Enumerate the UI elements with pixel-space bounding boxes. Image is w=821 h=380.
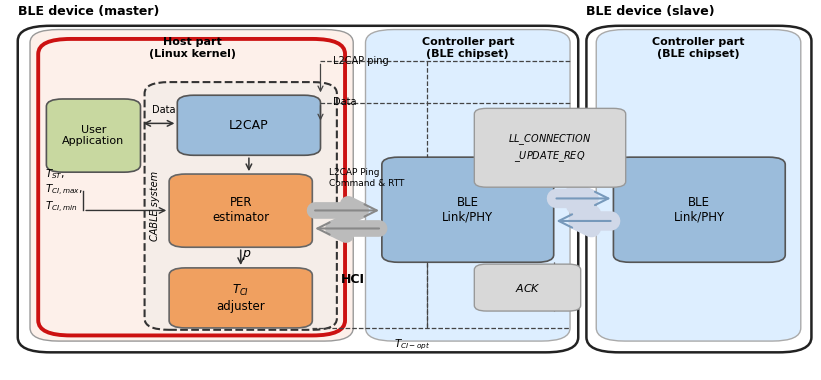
FancyBboxPatch shape	[169, 174, 312, 247]
FancyBboxPatch shape	[18, 26, 578, 352]
Text: BLE device (master): BLE device (master)	[18, 5, 159, 17]
FancyBboxPatch shape	[47, 99, 140, 172]
Text: BLE device (slave): BLE device (slave)	[586, 5, 715, 17]
FancyBboxPatch shape	[613, 157, 785, 262]
FancyBboxPatch shape	[596, 30, 800, 341]
Text: $T_{CI-opt}$: $T_{CI-opt}$	[394, 338, 431, 352]
Text: CABLE system: CABLE system	[150, 171, 160, 241]
Text: L2CAP Ping
Command & RTT: L2CAP Ping Command & RTT	[328, 168, 404, 187]
FancyBboxPatch shape	[365, 30, 570, 341]
FancyBboxPatch shape	[30, 30, 353, 341]
Text: HCI: HCI	[342, 272, 365, 286]
FancyBboxPatch shape	[475, 108, 626, 187]
Text: L2CAP ping: L2CAP ping	[333, 57, 388, 66]
Text: $ACK$: $ACK$	[515, 282, 540, 294]
FancyBboxPatch shape	[169, 268, 312, 328]
Text: $p$: $p$	[242, 249, 251, 263]
Text: PER
estimator: PER estimator	[212, 196, 269, 225]
Text: $LL\_CONNECTION$
$\_UPDATE\_REQ$: $LL\_CONNECTION$ $\_UPDATE\_REQ$	[508, 132, 592, 163]
Text: Data: Data	[333, 97, 356, 107]
Text: L2CAP: L2CAP	[229, 119, 268, 132]
Text: Controller part
(BLE chipset): Controller part (BLE chipset)	[652, 37, 745, 59]
Text: BLE
Link/PHY: BLE Link/PHY	[674, 196, 725, 224]
Text: BLE
Link/PHY: BLE Link/PHY	[443, 196, 493, 224]
Text: Host part
(Linux kernel): Host part (Linux kernel)	[149, 37, 236, 59]
Text: Controller part
(BLE chipset): Controller part (BLE chipset)	[421, 37, 514, 59]
Text: User
Application: User Application	[62, 125, 125, 146]
Text: $T_{ST}$,
$T_{CI,max}$,
$T_{CI,min}$: $T_{ST}$, $T_{CI,max}$, $T_{CI,min}$	[45, 167, 83, 215]
FancyBboxPatch shape	[475, 264, 580, 311]
Text: $T_{CI}$
adjuster: $T_{CI}$ adjuster	[217, 283, 265, 313]
FancyBboxPatch shape	[586, 26, 811, 352]
Text: Data: Data	[152, 105, 175, 115]
FancyBboxPatch shape	[144, 82, 337, 330]
FancyBboxPatch shape	[382, 157, 553, 262]
FancyBboxPatch shape	[177, 95, 320, 155]
